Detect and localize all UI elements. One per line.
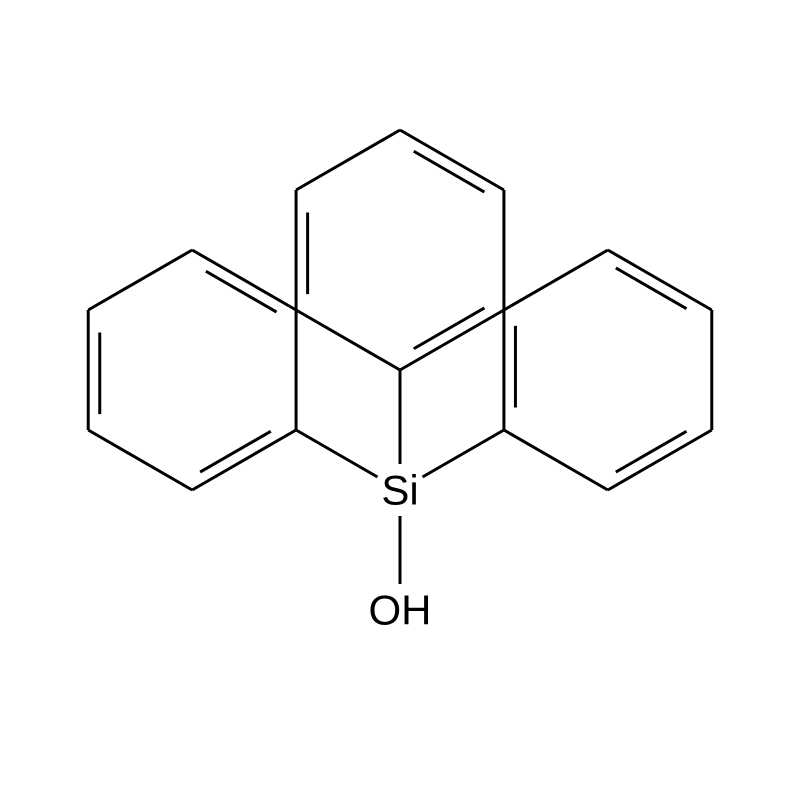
bond-L2-L3 [88,430,192,490]
bond-Si-L1 [296,430,377,477]
bond-R2-R3 [504,250,608,310]
bonds-layer [88,130,712,584]
bond-L5-L6-outer [192,250,296,310]
atom-label-Si: Si [381,467,418,514]
bond-R5-R6-outer [608,430,712,490]
bond-T6-T1 [296,310,400,370]
bond-L1-L2-outer [192,430,296,490]
bond-R6-R1 [504,430,608,490]
bond-T3-T4-outer [400,130,504,190]
bond-Si-R1 [423,430,504,477]
molecule-diagram: Si OH [0,0,800,800]
bond-T4-T5 [296,130,400,190]
bond-T1-T2-outer [400,310,504,370]
bond-L4-L5 [88,250,192,310]
bond-R3-R4-outer [608,250,712,310]
atom-label-OH: OH [369,587,432,634]
